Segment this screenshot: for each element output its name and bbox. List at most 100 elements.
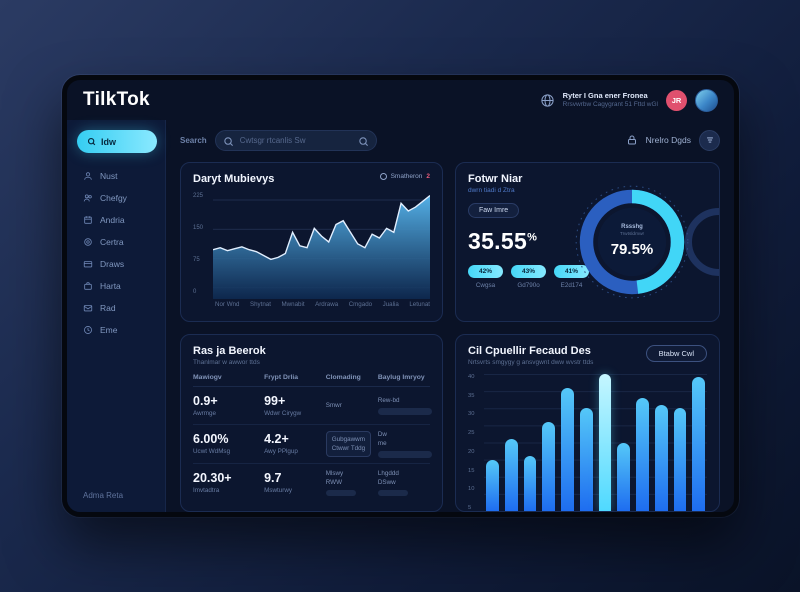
donut-label: Rssshg [621,224,643,231]
stat-value: 6.00% [193,432,229,447]
filter-button[interactable] [699,129,720,151]
mini-bar [377,489,408,496]
column-header[interactable]: Mawiogv [193,374,222,381]
bar[interactable] [542,421,555,511]
sidebar-item-1[interactable]: Nust [77,165,157,187]
bar[interactable] [579,408,593,511]
y-axis-label: 10 [468,486,475,493]
stat-value: 9.7 [264,470,282,485]
bar[interactable] [692,377,705,511]
stat-pill-label: Gd790o [517,282,540,289]
clock-icon [84,326,92,334]
donut-chart-svg [575,185,689,299]
stats-card: Fotwr Niar dwrn tiadi d Ztra Faw Imre 35… [455,162,720,322]
cell-text: Rew-bd [377,396,400,404]
stats-subtitle: dwrn tiadi d Ztra [468,187,515,194]
y-axis-label: 30 [468,411,475,418]
sidebar-item-active[interactable]: Idw [77,130,157,153]
main-content: Search Nrelro Dgds [166,120,734,512]
legend-label: Smatheron [390,173,423,180]
profile-avatar[interactable] [695,88,718,112]
target-icon [84,238,92,246]
cell-text: DSww [377,479,396,487]
sidebar-item-label: Chefgy [100,193,127,203]
search-icon[interactable] [358,134,369,152]
sidebar-item-2[interactable]: Chefgy [77,187,157,209]
donut-sublabel: Trwtsldmwr [619,232,645,238]
y-axis-label: 5 [468,504,472,511]
bar[interactable] [673,408,687,511]
search-label: Search [180,135,207,145]
stat-label: Mswturwy [264,486,293,494]
sidebar-footer-text: Adma Reta [83,491,124,500]
sidebar-item-3[interactable]: Andria [77,209,157,231]
sidebar: Idw Nust Chefgy Andria Certra [67,120,166,512]
sidebar-item-label: Certra [100,237,124,247]
sidebar-item-label: Draws [100,259,125,269]
stat-label: Imvtadtra [193,486,220,494]
cell-tag-box[interactable]: Gubgawwm Ctwwr Tddg [325,430,372,458]
stat-value: 99+ [264,394,286,409]
stats-title: Fotwr Niar [468,173,523,185]
bar[interactable] [617,442,630,511]
stat-value: 20.30+ [193,470,232,485]
bar-y-axis: 40 35 30 25 20 15 10 5 [468,374,484,511]
sidebar-item-4[interactable]: Certra [77,231,157,253]
chart-legend[interactable]: Smatheron 2 [379,173,430,180]
lock-icon[interactable] [626,134,638,146]
user-name: Ryter I Gna ener Fronea [562,91,648,101]
stat-label: Awrmge [193,410,216,418]
bar-chart-card: Cil Cpuellir Fecaud Des Nrtsvrts smgygy … [455,334,720,512]
column-header[interactable]: Frypt Drlia [264,374,299,381]
sidebar-item-7[interactable]: Rad [77,297,157,319]
stat-pill[interactable]: 42% [468,265,504,278]
stats-badge-button[interactable]: Faw Imre [468,203,520,218]
bar[interactable] [636,397,649,511]
table-row: 0.9+ Awrmge 99+ Wdwr Cirygw Smwr Rew-bd [193,387,432,426]
bar-chart-title: Cil Cpuellir Fecaud Des [468,345,591,357]
settings-label: Nrelro Dgds [645,135,691,145]
big-stat-unit: % [527,231,538,244]
mini-bar [325,489,356,496]
cell-text: Lhgddd [377,469,399,477]
cell-text: Dw [377,430,387,438]
sidebar-item-5[interactable]: Draws [77,253,157,275]
sidebar-item-8[interactable]: Eme [77,319,157,341]
sidebar-item-label: Idw [101,136,116,147]
bar[interactable] [504,439,518,511]
progress-bar [377,451,432,459]
sidebar-item-label: Nust [100,171,118,181]
topbar: Search Nrelro Dgds [180,128,720,152]
y-axis-label: 40 [468,374,475,380]
donut-chart: Rssshg Trwtsldmwr 79.5% [557,173,707,311]
stat-value: 0.9+ [193,394,218,409]
column-header[interactable]: Clomading [325,374,361,381]
sidebar-item-6[interactable]: Harta [77,275,157,297]
stat-pill[interactable]: 43% [511,265,547,278]
stat-label: Ucwt WdMsg [193,448,231,456]
sidebar-item-label: Rad [100,303,116,313]
bar-chart-action-button[interactable]: Btabw Cwl [645,345,707,362]
bar[interactable] [523,456,537,511]
bar-highlighted[interactable] [598,374,612,511]
area-y-axis: 225 150 75 0 [193,193,204,295]
app-logo: TilkTok [83,89,150,110]
table-title: Ras ja Beerok [193,345,266,357]
bar[interactable] [654,404,668,511]
search-input[interactable] [214,129,377,151]
column-header[interactable]: Baylug Imryoy [377,374,425,381]
x-axis-label: Shytnat [249,301,271,308]
bar[interactable] [486,459,499,511]
mail-icon [83,305,93,312]
stat-pill-label: Cwgsa [475,282,496,289]
bar[interactable] [561,387,574,511]
app-header: TilkTok Ryter I Gna ener Fronea Rrsvwrbw… [67,80,734,120]
cell-text: Smwr [325,401,342,409]
stat-label: Awy PPlgup [264,448,298,456]
stat-pill[interactable]: 41% [554,265,590,278]
globe-icon[interactable] [540,93,555,108]
notification-avatar[interactable]: JR [666,89,687,111]
y-axis-label: 25 [468,430,475,437]
briefcase-icon [84,282,92,290]
